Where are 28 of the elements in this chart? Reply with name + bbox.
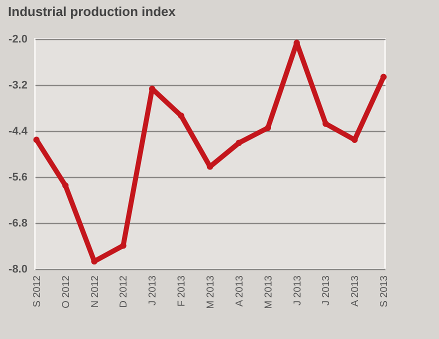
y-tick-label: -3.2 [8,80,28,92]
y-tick-label: -6.8 [8,218,28,230]
x-tick-label: A 2013 [350,275,362,307]
x-tick-label: F 2013 [176,275,188,307]
point [380,74,387,80]
chart-title: Industrial production index [8,4,176,19]
x-tick-label: J 2013 [292,275,304,306]
point [62,182,69,189]
x-tick-label: J 2013 [148,275,159,306]
x-tick-label: M 2013 [263,275,274,309]
y-tick-label: -4.4 [8,126,28,138]
x-tick-label: D 2012 [118,275,130,308]
point [120,242,126,249]
point [322,120,329,127]
y-tick-label: -5.6 [8,172,28,184]
x-tick-label: S 2012 [32,275,43,308]
x-tick-label: N 2012 [90,275,101,308]
y-tick-label: -2.0 [8,34,28,46]
x-tick-label: A 2013 [234,275,246,307]
y-tick-label: -8.0 [8,264,28,276]
x-tick-label: S 2013 [379,275,390,308]
point [33,136,40,143]
x-tick-label: O 2012 [60,275,72,308]
point [178,112,184,119]
x-tick-label: J 2013 [321,275,332,306]
point [264,124,272,132]
point [236,140,242,146]
x-tick-label: M 2013 [206,275,216,309]
